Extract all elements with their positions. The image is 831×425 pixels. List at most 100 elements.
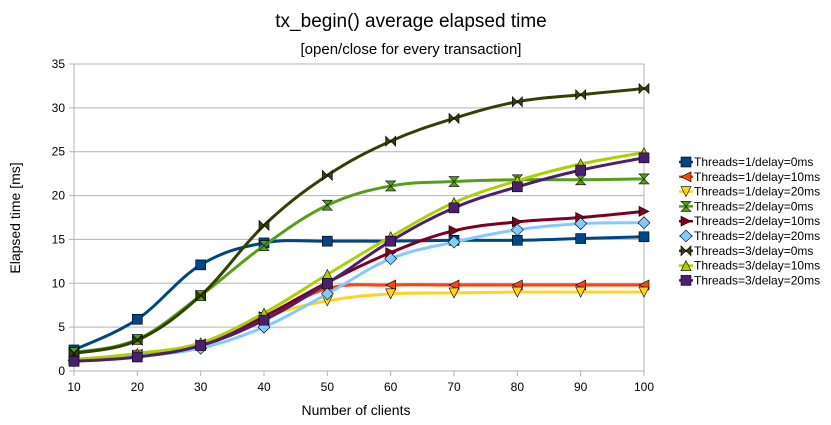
data-point [384,180,397,192]
data-point [322,235,333,247]
axes: 0 5 10 15 20 25 30 35 10 20 30 40 50 60 70 80 90 100 [52,57,655,394]
data-point [510,223,524,237]
data-point [322,169,333,182]
legend-marker [680,215,692,227]
data-point [448,287,460,299]
data-point [637,216,651,230]
data-point [638,82,650,95]
y-axis-label: Elapsed time [ms] [7,162,23,273]
x-tick-label: 70 [447,380,461,394]
data-point [132,334,143,347]
legend-label: Threads=2/delay=0ms [694,199,813,213]
series-line [72,156,646,363]
series-group [67,82,651,367]
chart-title: tx_begin() average elapsed time [275,11,546,32]
data-point [68,347,80,360]
data-point [258,314,270,326]
data-point [195,289,206,302]
data-point [385,288,397,300]
y-tick-label: 15 [52,232,66,246]
data-point [638,286,650,298]
x-tick-label: 60 [384,380,398,394]
x-tick-label: 20 [131,380,145,394]
data-point [322,277,333,289]
legend-label: Threads=3/delay=20ms [694,273,820,287]
legend-label: Threads=1/delay=10ms [694,170,820,184]
x-axis-label: Number of clients [302,402,411,418]
data-point [258,219,270,232]
data-point [384,279,396,291]
data-point [638,205,650,217]
legend-marker [680,245,692,257]
data-point [512,181,523,193]
data-point [132,351,143,363]
legend-marker [680,259,692,271]
legend-label: Threads=3/delay=0ms [694,244,813,258]
series-line [72,151,646,362]
legend-label: Threads=2/delay=10ms [694,214,820,228]
legend-item: Threads=2/delay=10ms [679,214,820,228]
data-point [574,217,588,231]
legend-item: Threads=2/delay=0ms [679,199,813,213]
data-point [195,340,206,351]
data-point [448,225,460,237]
x-tick-label: 100 [634,380,654,394]
data-point [195,259,206,271]
legend-marker [680,156,692,168]
legend: Threads=1/delay=0msThreads=1/delay=10msT… [679,155,820,287]
data-point [448,202,460,214]
legend-label: Threads=1/delay=20ms [694,185,820,199]
series-line [72,87,646,355]
data-point [511,286,523,298]
series-9 [68,152,650,367]
data-point [638,152,650,164]
series-line [72,235,646,352]
legend-item: Threads=3/delay=20ms [679,273,820,287]
legend-marker [680,201,692,212]
y-tick-label: 10 [52,276,66,290]
x-tick-label: 50 [321,380,335,394]
chart-subtitle: [open/close for every transaction] [301,41,522,58]
legend-item: Threads=3/delay=10ms [679,259,820,273]
data-point [512,95,523,108]
data-point [385,135,396,147]
y-tick-label: 20 [52,189,66,203]
legend-label: Threads=2/delay=20ms [694,229,820,243]
legend-marker [680,275,692,286]
data-point [132,313,143,325]
legend-marker [680,171,692,183]
legend-item: Threads=3/delay=0ms [679,244,813,258]
data-point [638,173,650,185]
legend-label: Threads=1/delay=0ms [694,155,813,169]
data-point [575,164,586,176]
data-point [575,88,586,101]
legend-item: Threads=1/delay=10ms [679,170,820,184]
legend-label: Threads=3/delay=10ms [694,259,820,273]
data-point [258,240,270,251]
data-point [638,231,650,243]
legend-marker [679,229,693,243]
x-tick-label: 40 [257,380,271,394]
y-tick-label: 35 [52,57,66,71]
grid [74,63,644,372]
y-tick-label: 0 [58,364,65,378]
data-point [448,279,460,291]
data-point [448,176,460,187]
data-point [68,356,80,367]
data-point [320,287,334,301]
x-tick-label: 90 [574,380,588,394]
data-point [575,286,587,298]
data-point [321,199,334,211]
x-tick-label: 10 [67,380,81,394]
data-point [512,235,523,246]
legend-item: Threads=2/delay=20ms [679,229,820,243]
data-point [385,235,396,247]
y-tick-label: 30 [52,101,66,115]
data-point [448,112,460,125]
x-tick-label: 80 [511,380,525,394]
series-7 [68,82,650,360]
x-tick-label: 30 [194,380,208,394]
legend-item: Threads=1/delay=0ms [679,155,813,169]
